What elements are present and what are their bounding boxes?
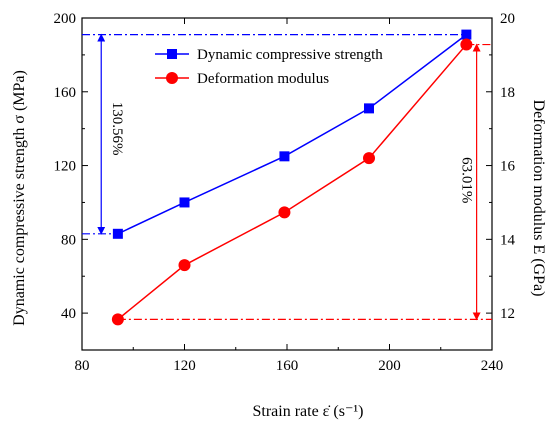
x-tick-label: 160 <box>276 358 299 374</box>
y2-tick-label: 14 <box>500 232 516 248</box>
x-tick-label: 120 <box>173 358 196 374</box>
series-0-point <box>279 151 290 162</box>
plot-area: 80 120 160 200 240 40 80 120 160 200 12 14 16 18 20 130… <box>54 11 516 374</box>
series-0-point <box>112 228 123 239</box>
blue-percent-label: 130.56% <box>109 102 125 156</box>
x-axis-title-text: Strain rate ε̇ (s⁻¹) <box>252 403 363 420</box>
legend-label-strength: Dynamic compressive strength <box>197 47 383 63</box>
legend-marker-modulus <box>166 72 178 84</box>
y-axis-title: Dynamic compressive strength σ (MPa) <box>11 70 28 326</box>
plot-frame <box>81 17 493 351</box>
y-tick-label: 200 <box>54 11 77 27</box>
series-1-point <box>278 206 291 219</box>
y2-axis-title: Deformation modulus E (GPa) <box>530 100 547 297</box>
y2-tick-label: 12 <box>500 306 515 322</box>
y2-tick-label: 20 <box>500 11 515 27</box>
y-tick-label: 160 <box>54 85 77 101</box>
y-tick-label: 120 <box>54 159 77 175</box>
x-tick-label: 240 <box>481 358 504 374</box>
series-0-point <box>461 29 472 40</box>
series-0-point <box>179 197 190 208</box>
series-1-point <box>111 313 124 326</box>
series-1-point <box>460 38 473 51</box>
y-axis-title-text: Dynamic compressive strength σ (MPa) <box>11 70 28 326</box>
series-1-point <box>178 259 191 272</box>
x-tick-label: 200 <box>378 358 401 374</box>
y2-axis-title-text: Deformation modulus E (GPa) <box>530 100 547 297</box>
series-1-point <box>363 152 375 165</box>
series-0-line <box>117 34 467 235</box>
y-tick-label: 80 <box>61 232 76 248</box>
y2-tick-label: 16 <box>500 159 516 175</box>
x-axis-title: Strain rate ε̇ (s⁻¹) <box>252 403 363 420</box>
series-0-point <box>364 103 374 114</box>
legend-label-modulus: Deformation modulus <box>197 71 329 87</box>
y-tick-label: 40 <box>61 306 76 322</box>
red-percent-label: 63.01% <box>459 157 475 203</box>
legend-marker-strength <box>167 49 177 59</box>
y2-tick-label: 18 <box>500 85 515 101</box>
x-tick-label: 80 <box>75 358 90 374</box>
